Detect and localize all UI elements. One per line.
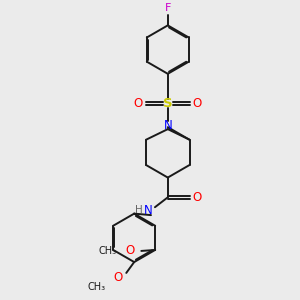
Text: N: N: [144, 204, 152, 217]
Text: H: H: [135, 205, 143, 215]
Text: CH₃: CH₃: [98, 246, 117, 256]
Text: S: S: [163, 97, 172, 110]
Text: O: O: [193, 97, 202, 110]
Text: CH₃: CH₃: [87, 282, 106, 292]
Text: N: N: [164, 119, 172, 132]
Text: F: F: [165, 3, 171, 13]
Text: O: O: [193, 191, 202, 204]
Text: O: O: [134, 97, 143, 110]
Text: O: O: [126, 244, 135, 257]
Text: O: O: [114, 272, 123, 284]
